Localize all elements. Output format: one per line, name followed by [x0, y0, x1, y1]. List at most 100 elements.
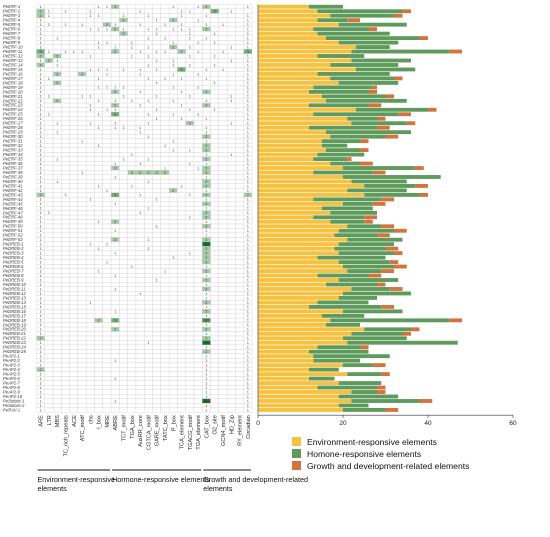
heatmap-cell-value: 1: [172, 113, 174, 117]
bar-segment: [258, 121, 352, 126]
heatmap-cell: [177, 147, 186, 153]
heatmap-cell: [152, 40, 161, 45]
heatmap-cell: [86, 98, 95, 104]
heatmap-cell: [160, 84, 170, 90]
heatmap-cell: [152, 398, 161, 404]
heatmap-cell: [44, 264, 54, 269]
heatmap-cell: [119, 237, 128, 243]
heatmap-cell: [94, 250, 103, 256]
heatmap-cell: [168, 344, 178, 350]
heatmap-cell: [177, 210, 186, 216]
heatmap-cell: [226, 214, 236, 220]
heatmap-cell: [127, 344, 137, 350]
heatmap-cell: [202, 53, 211, 59]
bar-segment: [317, 385, 377, 390]
heatmap-cell-value: 1: [40, 113, 42, 117]
heatmap-cell-value: 1: [81, 139, 83, 143]
heatmap-cell: [235, 286, 244, 292]
heatmap-cell-value: 1: [214, 81, 216, 85]
heatmap-cell: [44, 407, 54, 413]
heatmap-cell-value: 1: [40, 359, 42, 363]
heatmap-cell: [52, 326, 62, 332]
heatmap-cell: [77, 340, 87, 346]
heatmap-cell: [44, 282, 54, 287]
heatmap-cell: [226, 304, 236, 310]
heatmap-cell: [168, 165, 178, 171]
heatmap-cell: [177, 300, 186, 305]
heatmap-cell: [52, 161, 62, 166]
heatmap-cell: [102, 174, 112, 180]
bar-segment: [258, 27, 314, 32]
heatmap-cell: [152, 98, 161, 104]
heatmap-cell-value: 1: [139, 126, 141, 130]
heatmap-cell: [160, 17, 170, 23]
heatmap-cell: [185, 84, 195, 90]
heatmap-cell-value: 1: [247, 404, 249, 408]
bar-segment: [321, 143, 348, 148]
heatmap-cell-value: 1: [247, 19, 249, 23]
heatmap-cell: [210, 371, 219, 377]
heatmap-cell: [119, 380, 128, 386]
heatmap-cell-value: 1: [40, 95, 42, 99]
heatmap-cell: [77, 335, 87, 341]
heatmap-cell: [61, 344, 70, 350]
heatmap-cell: [218, 174, 228, 180]
heatmap-cell-value: 1: [205, 36, 207, 40]
heatmap-cell: [69, 62, 79, 68]
heatmap-cell: [69, 17, 79, 23]
heatmap-cell-value: 1: [247, 323, 249, 327]
heatmap-cell-value: 1: [40, 104, 42, 108]
heatmap-cell: [94, 22, 103, 28]
heatmap-cell: [110, 268, 120, 274]
heatmap-cell: [127, 26, 137, 32]
heatmap-cell: [177, 268, 186, 274]
bar-segment: [372, 170, 386, 175]
heatmap-cell-value: 1: [48, 211, 50, 215]
heatmap-cell-value: 1: [222, 23, 224, 27]
heatmap-cell: [235, 147, 244, 153]
heatmap-cell: [185, 152, 195, 157]
heatmap-cell-value: 1: [40, 260, 42, 264]
heatmap-cell: [218, 196, 228, 202]
heatmap-cell: [86, 237, 95, 243]
heatmap-cell-value: 1: [247, 139, 249, 143]
heatmap-cell: [61, 13, 70, 19]
gene-label: PeAP2-1: [3, 354, 20, 359]
heatmap-cell: [86, 84, 95, 90]
heatmap-cell: [185, 89, 195, 95]
heatmap-cell: [218, 389, 228, 395]
heatmap-cell: [193, 53, 203, 59]
heatmap-cell: [160, 277, 170, 283]
bar-segment: [313, 358, 360, 363]
heatmap-cell: [177, 326, 186, 332]
heatmap-cell: [127, 219, 137, 225]
heatmap-cell: [94, 8, 103, 14]
heatmap-cell: [127, 76, 137, 81]
heatmap-cell: [86, 291, 95, 296]
bar-segment: [258, 331, 352, 336]
bar-segment: [313, 354, 390, 359]
gene-label: PeERF-21: [3, 94, 23, 99]
heatmap-cell-value: 1: [164, 50, 166, 54]
heatmap-cell-value: 1: [247, 229, 249, 233]
heatmap-cell: [235, 214, 244, 220]
heatmap-cell: [69, 313, 79, 319]
heatmap-cell: [152, 376, 161, 381]
heatmap-cell: [86, 183, 95, 189]
heatmap-cell: [226, 179, 236, 184]
heatmap-cell: [144, 22, 153, 28]
heatmap-cell: [77, 116, 87, 122]
heatmap-cell: [177, 192, 186, 198]
heatmap-cell: [52, 331, 62, 337]
heatmap-cell: [135, 331, 145, 337]
heatmap-cell: [119, 300, 128, 305]
heatmap-cell: [52, 389, 62, 395]
heatmap-cell-value: 1: [247, 278, 249, 282]
heatmap-cell-value: 1: [247, 216, 249, 220]
heatmap-cell: [235, 259, 244, 265]
heatmap-cell: [193, 268, 203, 274]
heatmap-cell: [102, 58, 112, 63]
heatmap-cell: [144, 102, 153, 108]
heatmap-cell: [218, 259, 228, 265]
heatmap-cell: [193, 98, 203, 104]
